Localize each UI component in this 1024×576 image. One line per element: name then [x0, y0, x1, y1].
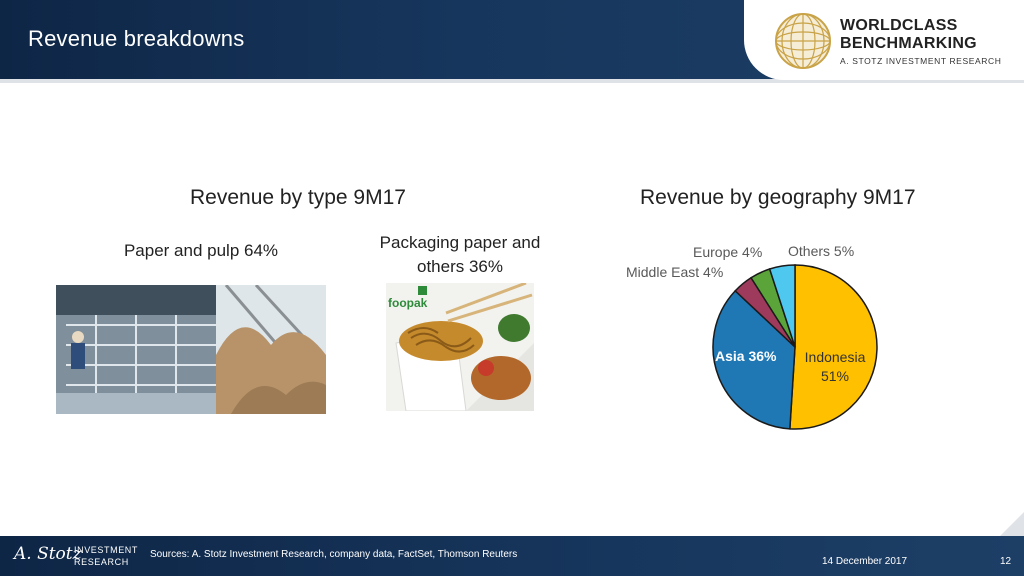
paper-pulp-label: Paper and pulp 64%	[123, 241, 279, 260]
logo-tagline: A. STOTZ INVESTMENT RESEARCH	[840, 56, 1002, 66]
pie-label-others: Others 5%	[788, 243, 855, 259]
signature-logo: A. Stotz	[14, 544, 82, 564]
type-section-title: Revenue by type 9M17	[190, 186, 406, 209]
paper-mill-photo	[56, 285, 326, 414]
globe-icon	[775, 13, 831, 69]
pie-label-indonesia: Indonesia 51%	[800, 348, 870, 386]
pie-slice-indonesia	[789, 264, 878, 430]
pie-slice-asia	[712, 289, 796, 430]
packaging-photo	[386, 283, 534, 411]
geo-section-title: Revenue by geography 9M17	[640, 186, 916, 209]
pie-label-europe: Europe 4%	[693, 244, 763, 260]
pie-label-middle-east: Middle East 4%	[626, 264, 724, 280]
packaging-label-line1: Packaging paper and	[379, 233, 541, 252]
footer-date: 14 December 2017	[822, 556, 908, 567]
footer-bar: A. Stotz INVESTMENT RESEARCH Sources: A.…	[0, 536, 1024, 576]
foopak-logo-mark	[418, 286, 427, 295]
pie-label-asia: Asia 36%	[715, 348, 777, 364]
header-divider	[0, 79, 1024, 83]
footer-corner-accent	[1000, 512, 1024, 536]
foopak-logo: foopak	[388, 296, 428, 310]
footer-brand-line2: RESEARCH	[74, 557, 129, 567]
page-number: 12	[1000, 556, 1012, 567]
sources-text: Sources: A. Stotz Investment Research, c…	[150, 549, 518, 560]
brand-logo: WORLDCLASS BENCHMARKING A. STOTZ INVESTM…	[744, 0, 1024, 80]
logo-line-1: WORLDCLASS	[840, 17, 958, 34]
pie-slice-others	[768, 264, 796, 348]
pie-label-indonesia-name: Indonesia	[804, 349, 866, 365]
pie-label-indonesia-value: 51%	[820, 368, 850, 384]
packaging-label: Packaging paper and others 36%	[360, 231, 560, 279]
geography-pie-chart	[712, 264, 878, 430]
page-title: Revenue breakdowns	[28, 26, 245, 51]
logo-line-2: BENCHMARKING	[840, 35, 977, 52]
footer-brand-line1: INVESTMENT	[74, 545, 139, 555]
packaging-label-line2: others 36%	[417, 257, 503, 276]
